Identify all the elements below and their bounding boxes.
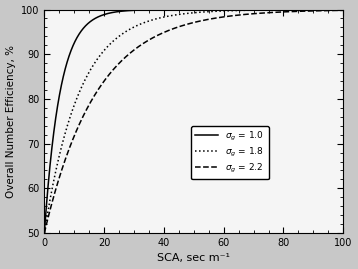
X-axis label: SCA, sec m⁻¹: SCA, sec m⁻¹ (157, 253, 230, 263)
Y-axis label: Overall Number Efficiency, %: Overall Number Efficiency, % (6, 45, 15, 198)
Legend: $\sigma_g$ = 1.0, $\sigma_g$ = 1.8, $\sigma_g$ = 2.2: $\sigma_g$ = 1.0, $\sigma_g$ = 1.8, $\si… (191, 126, 268, 179)
